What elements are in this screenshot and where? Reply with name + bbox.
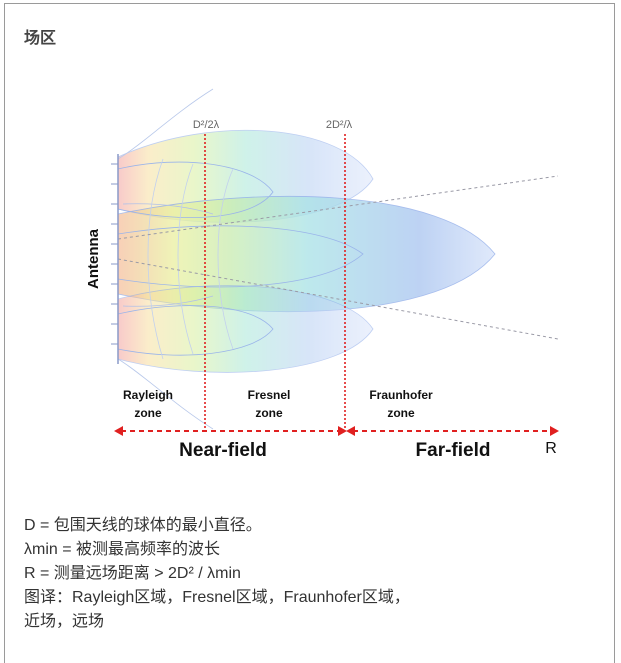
far-field-label: Far-field bbox=[416, 440, 491, 461]
antenna-array bbox=[111, 154, 119, 364]
rayleigh-zone-label-2: zone bbox=[134, 406, 162, 420]
caption-line-lambda: λmin = 被测最高频率的波长 bbox=[24, 541, 221, 558]
fresnel-zone-label-2: zone bbox=[255, 406, 283, 420]
boundary-label-2d2-lambda: 2D²/λ bbox=[326, 119, 353, 131]
near-field-arrow bbox=[114, 426, 347, 436]
caption-line-r: R = 测量远场距离 > 2D² / λmin bbox=[24, 565, 241, 582]
field-region-card: 场区 bbox=[4, 3, 615, 663]
fresnel-zone-label: Fresnel bbox=[248, 388, 291, 402]
caption-line-d: D = 包围天线的球体的最小直径。 bbox=[24, 517, 262, 534]
caption-line-translation: 图译：Rayleigh区域，Fresnel区域，Fraunhofer区域， bbox=[24, 589, 410, 606]
caption: D = 包围天线的球体的最小直径。 λmin = 被测最高频率的波长 R = 测… bbox=[24, 514, 604, 634]
boundary-label-d2-2lambda: D²/2λ bbox=[193, 119, 220, 131]
far-field-arrow bbox=[346, 426, 559, 436]
fraunhofer-zone-label: Fraunhofer bbox=[369, 388, 433, 402]
page-title: 场区 bbox=[24, 28, 57, 47]
divergence-lines bbox=[117, 175, 559, 340]
rayleigh-zone-label: Rayleigh bbox=[123, 388, 173, 402]
beam-lobes bbox=[117, 88, 496, 430]
antenna-label: Antenna bbox=[85, 228, 102, 289]
caption-line-translation-2: 近场，远场 bbox=[24, 613, 105, 630]
fraunhofer-zone-label-2: zone bbox=[387, 406, 415, 420]
near-field-label: Near-field bbox=[179, 440, 267, 461]
distance-axis-label: R bbox=[545, 440, 557, 457]
antenna-field-diagram: Antenna D²/2λ 2D²/λ Rayleigh zone Fresne… bbox=[85, 88, 559, 461]
